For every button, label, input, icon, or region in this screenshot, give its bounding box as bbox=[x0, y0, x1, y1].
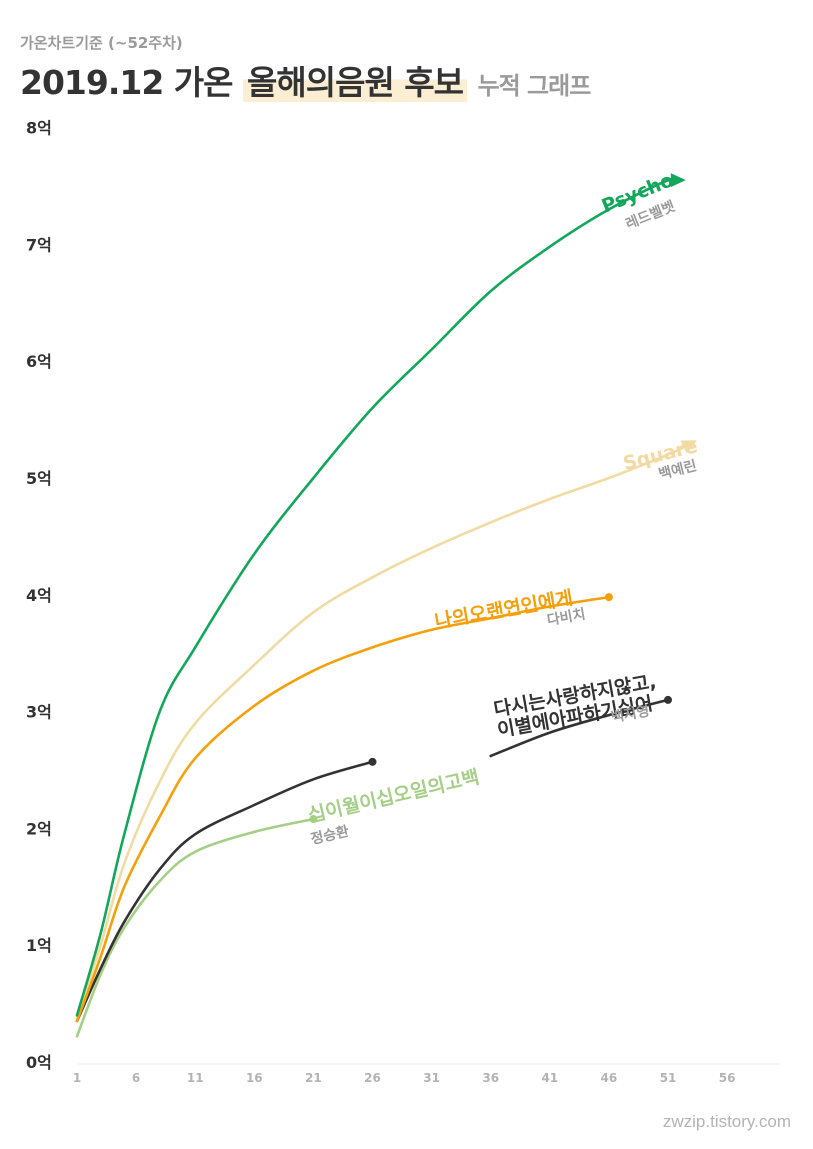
series-end-dot-lightgreen bbox=[309, 815, 318, 824]
title-plain: 2019.12 가온 bbox=[20, 63, 234, 102]
series-arrow-psycho bbox=[670, 173, 686, 188]
x-tick-label: 41 bbox=[541, 1071, 558, 1085]
y-tick-label: 4억 bbox=[26, 586, 52, 605]
series-artist-orange: 다비치 bbox=[546, 606, 587, 628]
chart-subtitle: 가온차트기준 (~52주차) bbox=[20, 34, 183, 52]
series-artist-group-lightgreen: 정승환 bbox=[309, 823, 351, 848]
series-end-dot-dark bbox=[664, 695, 672, 704]
title-suffix: 누적 그래프 bbox=[477, 72, 592, 100]
y-tick-label: 6억 bbox=[26, 352, 52, 371]
y-tick-label: 5억 bbox=[26, 469, 52, 488]
series-artist-dark: 백지영 bbox=[610, 702, 651, 725]
series-artist-lightgreen: 정승환 bbox=[309, 823, 351, 848]
series-line-square bbox=[75, 441, 693, 1019]
series-line-orange bbox=[75, 595, 611, 1023]
x-tick-label: 26 bbox=[364, 1071, 381, 1085]
title-highlight: 올해의음원 후보 bbox=[243, 63, 468, 102]
series-label-lightgreen: 십이월이십오일의고백 bbox=[306, 766, 481, 827]
x-tick-label: 1 bbox=[73, 1071, 81, 1085]
y-tick-label: 2억 bbox=[26, 819, 52, 838]
series-line-dark-segment bbox=[489, 698, 670, 758]
source-credit: zwzip.tistory.com bbox=[662, 1112, 791, 1131]
y-tick-label: 1억 bbox=[26, 936, 52, 955]
y-tick-label: 0억 bbox=[26, 1053, 52, 1072]
series-end-dot-dark bbox=[368, 757, 377, 766]
chart-title: 2019.12 가온 올해의음원 후보 누적 그래프 bbox=[20, 56, 592, 104]
x-tick-label: 31 bbox=[423, 1071, 440, 1085]
series-end-dot-orange bbox=[604, 593, 613, 602]
series-labels: Psycho레드벨벳Square백예린나의오랜연인에게다비치다시는사랑하지않고,… bbox=[306, 169, 700, 848]
y-tick-label: 8억 bbox=[26, 119, 52, 138]
series-name-lightgreen: 십이월이십오일의고백 bbox=[306, 766, 481, 827]
x-tick-label: 21 bbox=[305, 1071, 322, 1085]
series-artist-group-orange: 다비치 bbox=[546, 606, 587, 628]
x-tick-label: 16 bbox=[246, 1071, 263, 1085]
y-tick-label: 7억 bbox=[26, 235, 52, 254]
x-tick-label: 56 bbox=[719, 1071, 736, 1085]
series-arrow-square bbox=[680, 440, 698, 454]
x-tick-label: 36 bbox=[482, 1071, 499, 1085]
x-tick-label: 6 bbox=[132, 1071, 140, 1085]
chart-series bbox=[75, 173, 698, 1038]
x-tick-label: 11 bbox=[187, 1071, 204, 1085]
y-tick-label: 3억 bbox=[26, 703, 52, 722]
series-artist-group-dark: 백지영 bbox=[610, 702, 651, 725]
series-line-lightgreen bbox=[75, 817, 315, 1038]
series-line-dark bbox=[75, 760, 374, 1023]
series-line-psycho bbox=[75, 176, 682, 1017]
x-tick-label: 51 bbox=[660, 1071, 677, 1085]
x-tick-label: 46 bbox=[601, 1071, 618, 1085]
